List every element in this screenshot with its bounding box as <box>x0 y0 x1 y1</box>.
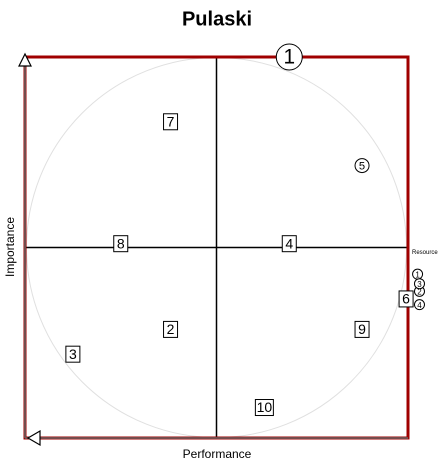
y-axis-label: Importance <box>3 217 17 277</box>
circle-marker <box>413 278 425 290</box>
square-marker <box>65 345 81 363</box>
square-marker <box>254 399 274 417</box>
marker-label: 9 <box>358 321 366 337</box>
circle-marker <box>354 158 370 174</box>
marker-label: 8 <box>117 235 125 251</box>
marker-label: 3 <box>417 280 422 289</box>
square-marker <box>354 320 370 338</box>
square-marker <box>163 320 179 338</box>
marker-label: 4 <box>285 235 293 251</box>
y-arrow <box>18 52 32 67</box>
x-arrow <box>26 429 41 447</box>
marker-label: 10 <box>257 399 273 415</box>
marker-label: 3 <box>69 346 77 362</box>
marker-label: 5 <box>359 161 365 173</box>
square-marker <box>398 290 414 308</box>
marker-label: 4 <box>417 301 422 310</box>
marker-label: 2 <box>167 321 175 337</box>
marker-label: 1 <box>283 46 295 69</box>
square-marker <box>163 113 179 131</box>
marker-label: 1 <box>415 270 420 279</box>
square-marker <box>113 235 129 253</box>
chart-title: Pulaski <box>182 8 252 30</box>
circle-marker <box>275 43 303 71</box>
annotation: Resource <box>412 250 438 256</box>
marker-label: 7 <box>167 113 175 129</box>
marker-label: 2 <box>417 287 422 296</box>
marker-label: 6 <box>402 291 410 307</box>
square-marker <box>281 235 297 253</box>
x-axis-label: Performance <box>183 447 252 461</box>
circle-marker <box>413 299 425 311</box>
